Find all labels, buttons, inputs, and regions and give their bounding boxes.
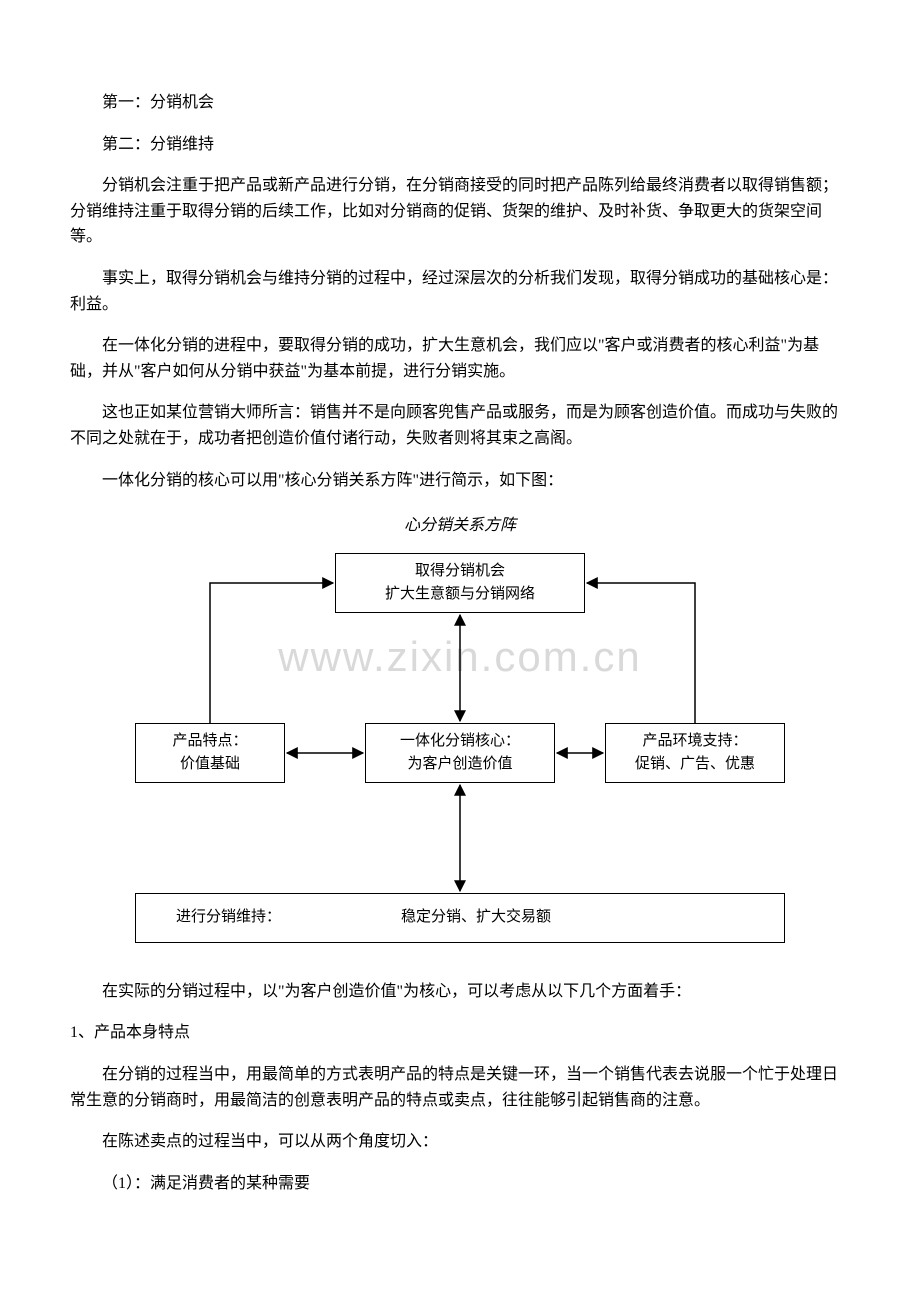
diagram-box-center: 一体化分销核心： 为客户创造价值 [365, 723, 555, 783]
diagram-bottom-line1: 进行分销维持： [176, 906, 281, 929]
diagram-bottom-line2: 稳定分销、扩大交易额 [401, 906, 551, 929]
para-6: 这也正如某位营销大师所言：销售并不是向顾客兜售产品或服务，而是为顾客创造价值。而… [70, 400, 850, 451]
diagram-box-top: 取得分销机会 扩大生意额与分销网络 [335, 553, 585, 613]
diagram-top-line2: 扩大生意额与分销网络 [385, 583, 535, 606]
diagram-left-line2: 价值基础 [180, 753, 240, 776]
diagram-title: 心分销关系方阵 [70, 513, 850, 539]
para-2: 第二：分销维持 [70, 132, 850, 158]
diagram-box-bottom: 进行分销维持： 稳定分销、扩大交易额 [135, 893, 785, 943]
diagram-box-left: 产品特点： 价值基础 [135, 723, 285, 783]
diagram-left-line1: 产品特点： [172, 730, 247, 753]
para-9: 在分销的过程当中，用最简单的方式表明产品的特点是关键一环，当一个销售代表去说服一… [70, 1062, 850, 1113]
diagram-right-line1: 产品环境支持： [642, 730, 747, 753]
para-8: 在实际的分销过程中，以"为客户创造价值"为核心，可以考虑从以下几个方面着手： [70, 979, 850, 1005]
para-10: 在陈述卖点的过程当中，可以从两个角度切入： [70, 1129, 850, 1155]
diagram-center-line2: 为客户创造价值 [407, 753, 512, 776]
diagram-top-line1: 取得分销机会 [415, 560, 505, 583]
diagram-box-right: 产品环境支持： 促销、广告、优惠 [605, 723, 785, 783]
para-4: 事实上，取得分销机会与维持分销的过程中，经过深层次的分析我们发现，取得分销成功的… [70, 266, 850, 317]
para-7: 一体化分销的核心可以用"核心分销关系方阵"进行简示，如下图： [70, 468, 850, 494]
para-1: 第一：分销机会 [70, 90, 850, 116]
para-5: 在一体化分销的进程中，要取得分销的成功，扩大生意机会，我们应以"客户或消费者的核… [70, 333, 850, 384]
section-heading-1: 1、产品本身特点 [70, 1020, 850, 1046]
diagram-center-line1: 一体化分销核心： [400, 730, 520, 753]
diagram-right-line2: 促销、广告、优惠 [635, 753, 755, 776]
diagram-container: www.zixin.com.cn 取得分销机会 扩大生意额与分销网络 [135, 553, 785, 953]
para-11: （1）：满足消费者的某种需要 [70, 1171, 850, 1197]
para-3: 分销机会注重于把产品或新产品进行分销，在分销商接受的同时把产品陈列给最终消费者以… [70, 173, 850, 250]
